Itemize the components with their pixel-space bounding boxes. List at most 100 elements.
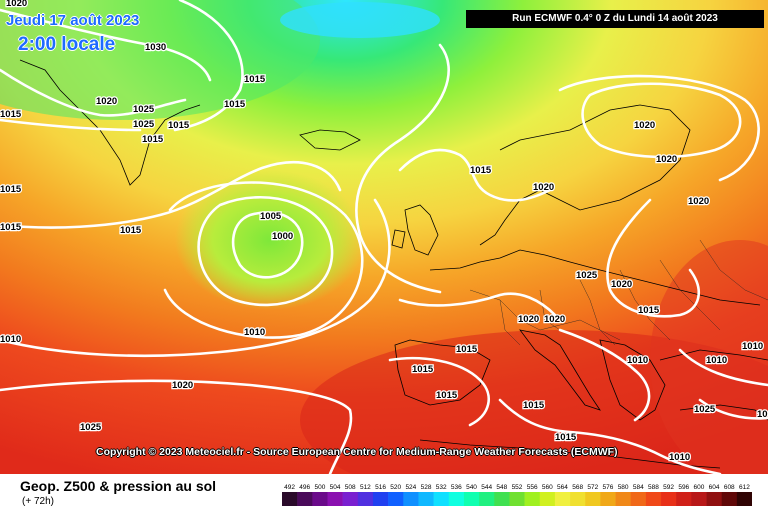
forecast-lead-time: (+ 72h) xyxy=(22,496,54,507)
scale-swatch xyxy=(736,492,752,506)
scale-swatch xyxy=(721,492,738,506)
scale-swatch xyxy=(312,492,328,506)
isobar-label: 1020 xyxy=(544,314,565,325)
scale-swatch xyxy=(282,492,298,506)
scale-tick-label: 576 xyxy=(603,484,614,491)
scale-tick-label: 584 xyxy=(633,484,644,491)
isobar-label: 1030 xyxy=(145,42,166,53)
scale-swatch xyxy=(676,492,692,506)
isobar-line xyxy=(558,74,760,182)
scale-tick-label: 540 xyxy=(466,484,477,491)
copyright-notice: Copyright © 2023 Meteociel.fr - Source E… xyxy=(96,446,618,458)
scale-tick-label: 600 xyxy=(694,484,705,491)
cold-core-shade xyxy=(280,2,440,38)
figure-title: Geop. Z500 & pression au sol xyxy=(20,478,217,494)
scale-tick-label: 516 xyxy=(375,484,386,491)
scale-tick-label: 552 xyxy=(512,484,523,491)
british-isles-coast xyxy=(404,204,439,256)
north-europe-coast xyxy=(429,249,761,306)
isobar-line xyxy=(197,196,334,307)
scale-swatch xyxy=(509,492,525,506)
scale-swatch xyxy=(403,492,419,506)
scale-swatch xyxy=(554,492,571,506)
isobar-label: 1015 xyxy=(142,134,164,145)
isobar-line xyxy=(558,328,651,422)
scale-tick-label: 604 xyxy=(709,484,720,491)
scale-tick-label: 572 xyxy=(587,484,598,491)
scale-tick-label: 504 xyxy=(330,484,341,491)
scale-swatch xyxy=(645,492,662,506)
isobar-line xyxy=(698,398,768,420)
isobar-line xyxy=(163,181,364,339)
isobar-label: 1010 xyxy=(669,452,690,463)
isobar-line xyxy=(398,292,557,317)
isobar-label: 1015 xyxy=(244,74,266,85)
isobar-label: 1005 xyxy=(260,211,282,222)
isobar-label: 1010 xyxy=(627,355,648,366)
isobar-label: 1000 xyxy=(272,231,293,242)
border-line xyxy=(499,299,521,346)
isobar-line xyxy=(0,198,391,358)
coastlines xyxy=(19,59,768,469)
scale-tick-label: 596 xyxy=(678,484,689,491)
iceland-coast xyxy=(299,129,361,151)
scale-tick-label: 524 xyxy=(405,484,416,491)
isobar-line xyxy=(581,82,742,159)
scale-swatch xyxy=(327,492,343,506)
isobar-line xyxy=(0,68,187,117)
greenland-coast xyxy=(19,59,201,186)
footer-bar: Geop. Z500 & pression au sol (+ 72h) 492… xyxy=(0,474,768,512)
scale-swatch xyxy=(691,492,707,506)
isobar-label: 1020 xyxy=(611,279,632,290)
border-line xyxy=(469,289,621,341)
scale-tick-label: 496 xyxy=(299,484,310,491)
scale-tick-label: 536 xyxy=(451,484,462,491)
scale-tick-label: 544 xyxy=(481,484,492,491)
border-line xyxy=(579,279,616,346)
scale-swatch xyxy=(448,492,465,506)
isobar-label: 1015 xyxy=(168,120,190,131)
turkey-coast xyxy=(679,404,768,421)
border-line xyxy=(659,259,721,331)
black-sea-coast xyxy=(659,349,768,361)
isobar-label: 1010 xyxy=(244,327,265,338)
isobar-label: 1015 xyxy=(120,225,142,236)
scale-swatch xyxy=(539,492,556,506)
isobar-label: 10 xyxy=(757,409,768,420)
isobar-line xyxy=(231,211,304,279)
scale-tick-label: 492 xyxy=(284,484,295,491)
isobar-line xyxy=(398,148,552,202)
isobar-label: 1025 xyxy=(133,104,155,115)
isobar-label: 1015 xyxy=(412,364,434,375)
isobar-label: 1015 xyxy=(638,305,660,316)
scale-tick-label: 512 xyxy=(360,484,371,491)
scale-swatch xyxy=(433,492,450,506)
scale-tick-label: 608 xyxy=(724,484,735,491)
scale-tick-label: 560 xyxy=(542,484,553,491)
scale-swatch xyxy=(418,492,434,506)
isobar-label: 1015 xyxy=(523,400,545,411)
isobar-label: 1015 xyxy=(0,184,22,195)
scale-swatch xyxy=(570,492,586,506)
isobar-label: 1020 xyxy=(518,314,539,325)
border-line xyxy=(539,289,561,331)
scale-tick-label: 556 xyxy=(527,484,538,491)
scale-swatch xyxy=(706,492,722,506)
scale-swatch xyxy=(372,492,389,506)
isobar-label: 1010 xyxy=(706,355,727,366)
scale-swatch xyxy=(463,492,480,506)
scale-tick-label: 612 xyxy=(739,484,750,491)
scale-tick-label: 580 xyxy=(618,484,629,491)
isobar-line xyxy=(0,160,342,229)
isobar-label: 1020 xyxy=(634,120,655,131)
scale-tick-label: 588 xyxy=(648,484,659,491)
forecast-date: Jeudi 17 août 2023 xyxy=(6,12,140,29)
forecast-map: 1020 1030 1015 1015 1015 1020 1025 1025 … xyxy=(0,0,768,474)
scale-tick-label: 508 xyxy=(345,484,356,491)
border-line xyxy=(619,269,671,341)
isobar-line xyxy=(606,198,700,318)
isobar-label: 1015 xyxy=(0,222,22,233)
scale-swatch xyxy=(494,492,510,506)
scale-swatch xyxy=(388,492,404,506)
